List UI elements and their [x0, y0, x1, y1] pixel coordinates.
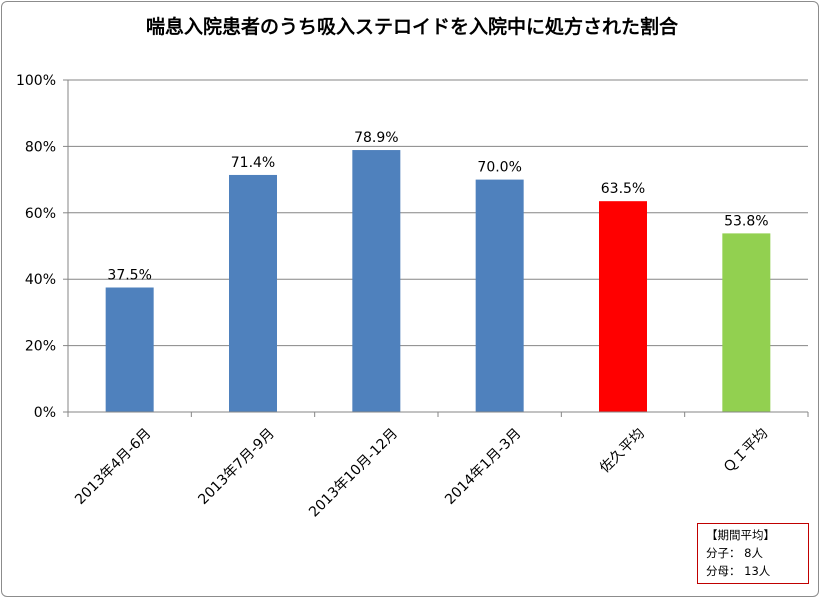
bar — [722, 233, 771, 412]
bar — [229, 174, 277, 412]
chart-title: 喘息入院患者のうち吸入ステロイドを入院中に処方された割合 — [146, 15, 679, 38]
period-average-heading: 【期間平均】 — [706, 528, 775, 542]
data-label: 63.5% — [601, 181, 645, 197]
y-axis-ticks: 0% 20% 40% 60% 80% 100% — [16, 73, 56, 421]
data-label: 53.8% — [724, 213, 768, 229]
data-labels: 37.5% 71.4% 78.9% 70.0% 63.5% 53.8% — [107, 130, 768, 283]
gridlines — [63, 79, 809, 417]
y-tick-label: 60% — [25, 206, 56, 222]
x-tick-label: 佐久平均 — [597, 426, 648, 477]
x-tick-label: 2013年7月-9月 — [195, 426, 277, 508]
data-label: 70.0% — [477, 160, 521, 176]
bar — [105, 287, 154, 412]
x-tick-label: 2014年1月-3月 — [442, 426, 524, 508]
bars — [105, 150, 771, 412]
x-tick-label: 2013年4月-6月 — [72, 426, 154, 508]
numerator-text: 分子： 8人 — [706, 546, 763, 560]
x-tick-label: ＱＩ平均 — [720, 426, 771, 477]
period-average-box: 【期間平均】 分子： 8人 分母： 13人 — [697, 523, 809, 584]
bar — [352, 150, 401, 412]
y-tick-label: 20% — [25, 339, 56, 355]
y-tick-label: 0% — [34, 405, 56, 421]
y-tick-label: 100% — [16, 73, 56, 89]
data-label: 37.5% — [107, 268, 151, 284]
x-tick-label: 2013年10月-12月 — [306, 426, 401, 521]
x-axis-categories: 2013年4月-6月 2013年7月-9月 2013年10月-12月 2014年1月-… — [68, 411, 808, 521]
y-tick-label: 80% — [25, 139, 56, 155]
denominator-text: 分母： 13人 — [706, 564, 771, 578]
bar — [599, 201, 647, 412]
data-label: 71.4% — [231, 155, 275, 171]
bar — [475, 179, 524, 412]
data-label: 78.9% — [354, 130, 398, 146]
y-tick-label: 40% — [25, 272, 56, 288]
